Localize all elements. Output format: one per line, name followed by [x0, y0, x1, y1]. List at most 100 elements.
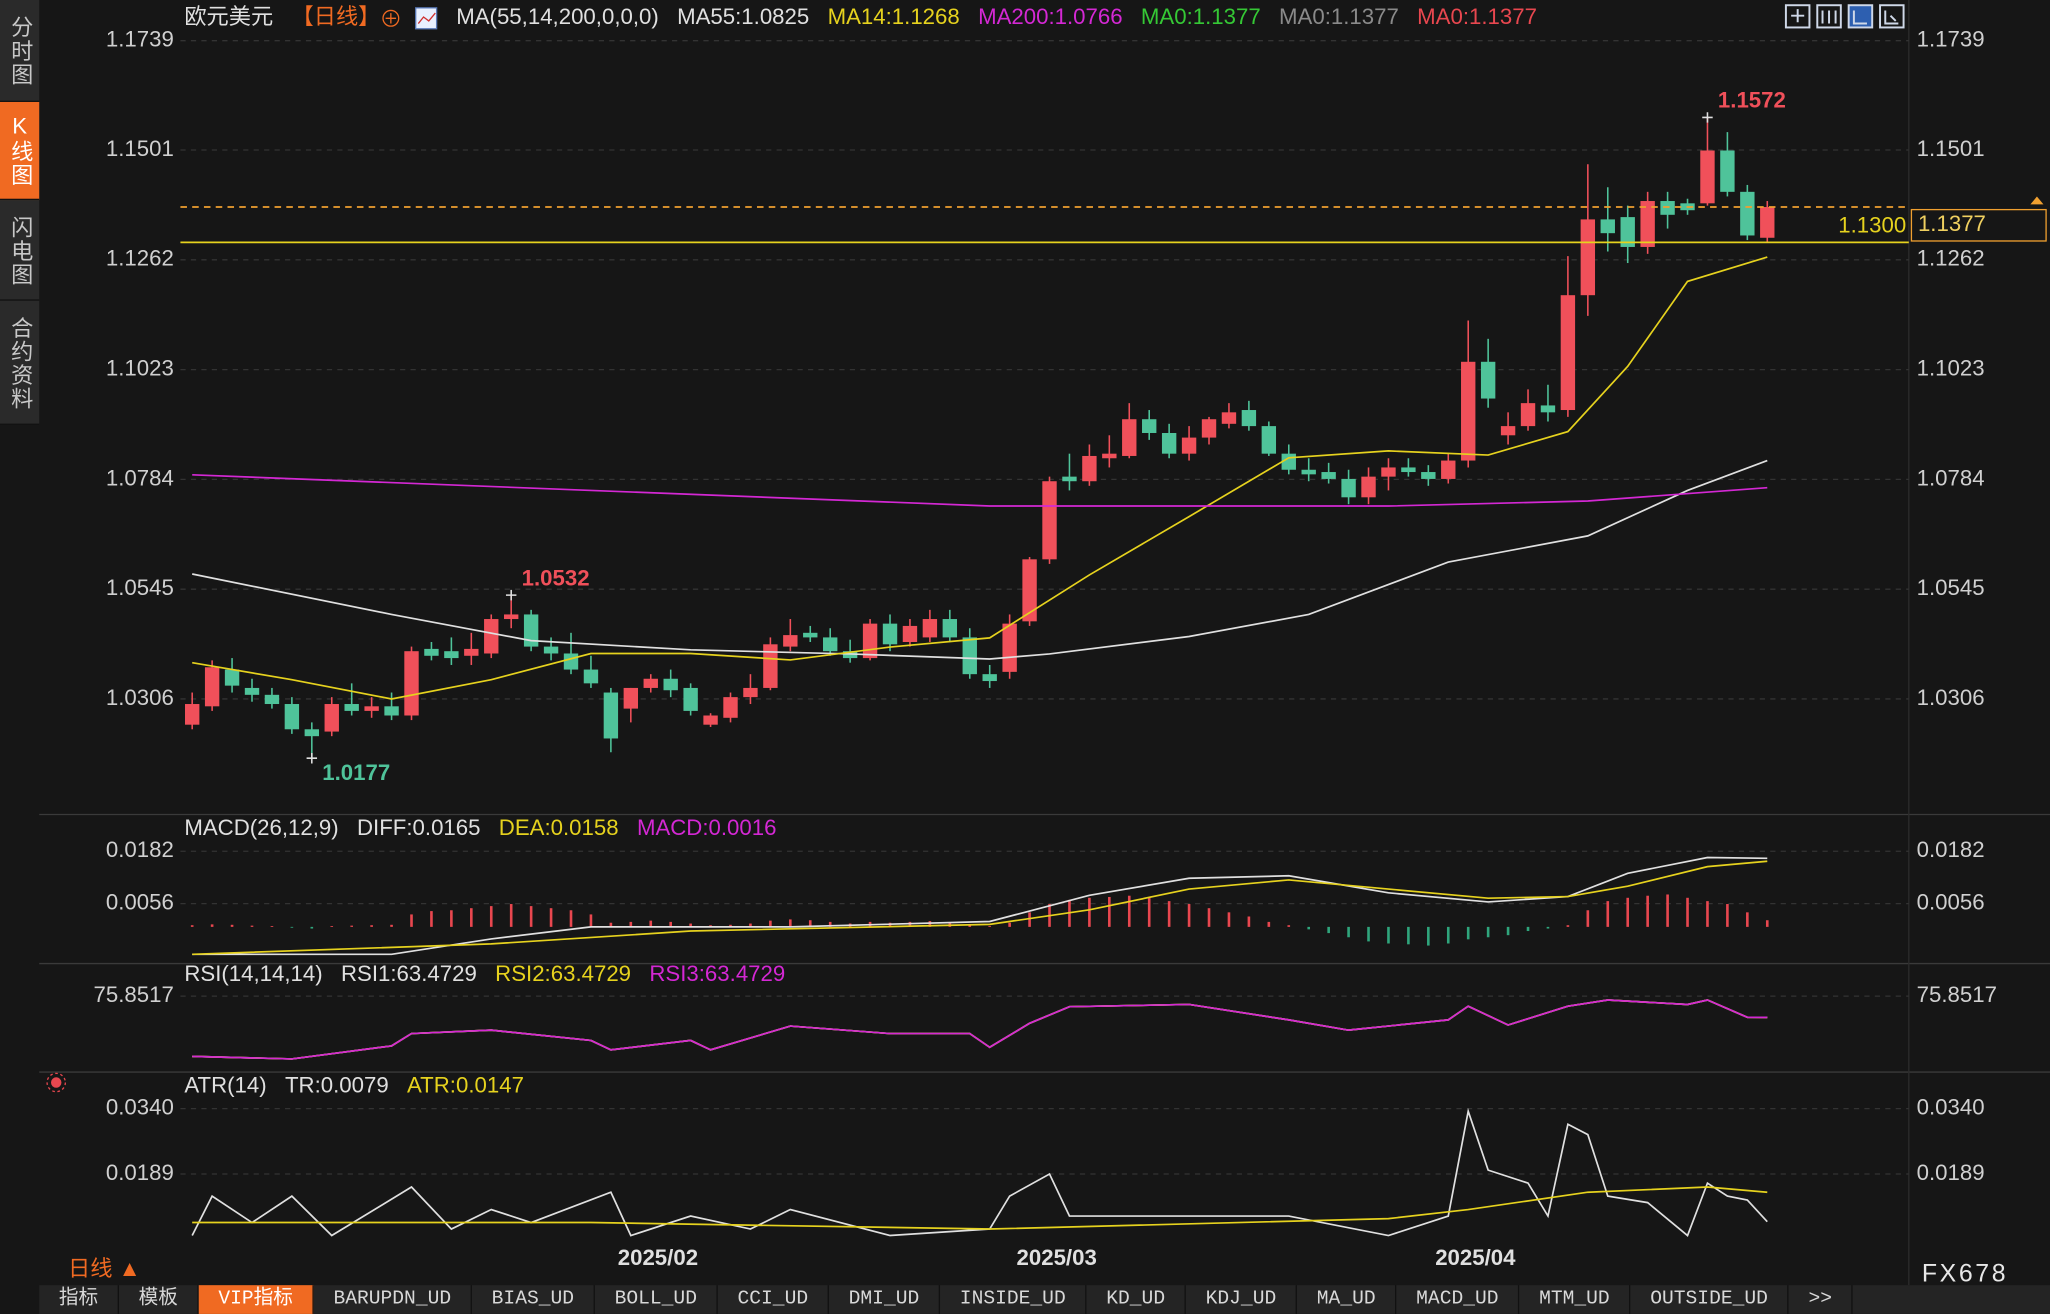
histogram-bar [1726, 904, 1729, 927]
indicator-tab[interactable]: BIAS_UD [472, 1285, 595, 1314]
indicator-tab[interactable]: 指标 [39, 1285, 119, 1314]
histogram-bar [789, 919, 792, 927]
icon [50, 1077, 62, 1088]
legend-item: MA55:1.0825 [677, 4, 809, 29]
histogram-bar [1566, 925, 1570, 927]
histogram-bar [230, 924, 234, 927]
candle-body [404, 651, 419, 716]
histogram-bar [390, 924, 393, 927]
candle-body [1480, 361, 1496, 399]
histogram-bar [549, 908, 553, 927]
candle-body [723, 697, 738, 718]
indicator-tab[interactable]: VIP指标 [198, 1285, 314, 1314]
legend-item: DIFF:0.0165 [357, 815, 480, 840]
candle-body [663, 678, 678, 691]
series-line [192, 860, 1768, 956]
histogram-bar [509, 904, 513, 927]
histogram-bar [470, 908, 473, 927]
histogram-bar [1765, 920, 1769, 927]
histogram-bar [968, 925, 972, 927]
indicator-tab[interactable]: INSIDE_UD [940, 1285, 1087, 1314]
histogram-bar [1586, 910, 1590, 927]
indicator-tab[interactable]: CCI_UD [718, 1285, 830, 1314]
histogram-bar [1147, 897, 1151, 927]
legend-item: MACD:0.0016 [637, 815, 777, 840]
sidebar-tab[interactable]: 分时图 [0, 0, 40, 102]
histogram-bar [430, 911, 433, 927]
period-label: 日线 ▲ [67, 1256, 141, 1282]
histogram-bar [350, 925, 353, 927]
indicator-tab[interactable]: BOLL_UD [595, 1285, 718, 1314]
legend-item: MA200:1.0766 [978, 4, 1123, 29]
candle-body [543, 646, 559, 654]
sidebar-tab[interactable]: 闪电图 [0, 203, 40, 301]
candle-body [942, 619, 958, 638]
indicator-tab[interactable]: >> [1789, 1285, 1853, 1314]
histogram-bar [1127, 895, 1131, 927]
legend-item: DEA:0.0158 [499, 815, 619, 840]
legend-item: ATR(14) [184, 1072, 266, 1097]
y-tick-label: 0.0340 [106, 1094, 174, 1119]
series-line [192, 999, 1768, 1060]
indicator-tab[interactable]: DMI_UD [829, 1285, 941, 1314]
candle-body [982, 674, 997, 682]
indicator-tab[interactable]: MTM_UD [1519, 1285, 1631, 1314]
y-tick-label: 75.8517 [94, 982, 174, 1007]
histogram-bar [589, 914, 593, 927]
candle-body [444, 651, 459, 659]
candle-body [1102, 453, 1117, 459]
histogram-bar [1347, 926, 1350, 938]
y-tick-label-right: 1.0545 [1917, 575, 1985, 600]
indicator-tab[interactable]: KDJ_UD [1186, 1285, 1298, 1314]
series-line [192, 256, 1768, 700]
histogram-bar [569, 910, 573, 927]
candle-body [1580, 219, 1596, 296]
candle-body [882, 623, 898, 645]
legend-icon [417, 12, 436, 24]
indicator-tab[interactable]: MA_UD [1297, 1285, 1397, 1314]
histogram-bar [1327, 926, 1330, 934]
indicator-tab[interactable]: KD_UD [1087, 1285, 1187, 1314]
candle-body [504, 614, 519, 620]
legend-item: 欧元美元 [184, 4, 273, 29]
histogram-bar [489, 906, 493, 927]
legend-item: MA14:1.1268 [828, 4, 960, 29]
y-tick-label-right: 0.0189 [1917, 1160, 1985, 1185]
icon [1784, 4, 1811, 29]
y-tick-label-right: 0.0182 [1917, 837, 1985, 862]
candle-body [1201, 419, 1217, 438]
candle-body [623, 687, 639, 709]
histogram-bar [1466, 926, 1470, 940]
histogram-bar [270, 926, 274, 927]
price-box [1910, 208, 2047, 242]
indicator-tab[interactable]: OUTSIDE_UD [1631, 1285, 1789, 1314]
histogram-bar [1387, 926, 1390, 944]
candle-body [1381, 467, 1396, 477]
y-tick-label: 1.0306 [106, 685, 174, 710]
y-tick-label-right: 1.1262 [1917, 246, 1985, 271]
indicator-tab[interactable]: MACD_UD [1397, 1285, 1520, 1314]
legend-item: MACD(26,12,9) [184, 815, 338, 840]
y-tick-label-right: 1.1501 [1917, 136, 1985, 161]
candle-body [523, 614, 539, 647]
candle-body [1640, 201, 1655, 247]
histogram-bar [1247, 916, 1251, 927]
candle-body [1620, 217, 1635, 247]
histogram-bar [1267, 921, 1271, 927]
histogram-bar [649, 920, 653, 927]
candle-body [1082, 455, 1097, 482]
indicator-tab[interactable]: 模板 [119, 1285, 199, 1314]
indicator-tab[interactable]: BARUPDN_UD [314, 1285, 473, 1314]
histogram-bar [210, 924, 214, 927]
histogram-bar [828, 921, 832, 927]
candle-body [1401, 467, 1416, 473]
candle-body [304, 729, 320, 737]
icon [1852, 10, 1867, 25]
sidebar-tab[interactable]: 合约资料 [0, 303, 40, 425]
candle-body [204, 667, 220, 707]
legend-item: 【日线】 [292, 4, 381, 29]
candle-body [1361, 476, 1376, 498]
sidebar-tab[interactable]: K线图 [0, 101, 40, 201]
